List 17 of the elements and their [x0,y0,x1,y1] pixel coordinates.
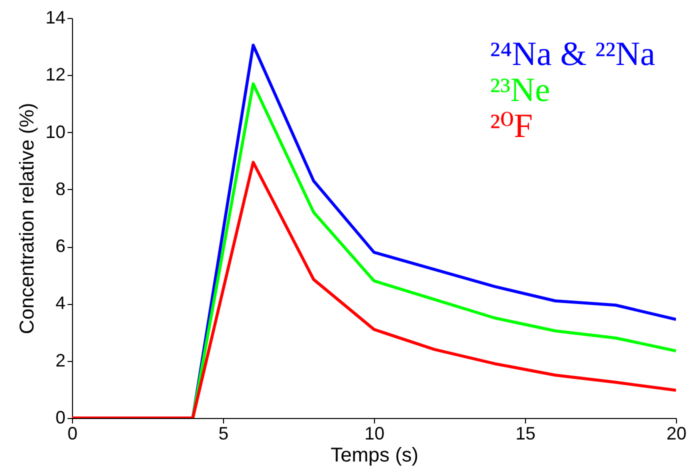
y-tick-label: 0 [55,408,66,428]
x-axis-title: Temps (s) [330,444,418,466]
y-tick-label: 2 [55,350,66,370]
x-tick-label: 15 [515,424,536,444]
text: ²⁴Na & ²²Na [490,36,656,73]
y-tick-label: 8 [55,178,66,199]
y-axis-title: Concentration relative (%) [16,102,38,334]
y-tick-label: 14 [45,8,66,28]
y-tick-label: 6 [55,236,66,256]
x-tick-label: 10 [364,424,385,444]
text: ²³Ne [490,72,550,109]
y-tick-label: 10 [45,122,66,142]
x-tick-label: 20 [666,424,687,444]
y-tick-label: 12 [45,64,66,85]
x-tick-label: 5 [218,424,229,444]
y-tick-label: 4 [55,293,66,314]
text: ²⁰F [490,108,533,145]
